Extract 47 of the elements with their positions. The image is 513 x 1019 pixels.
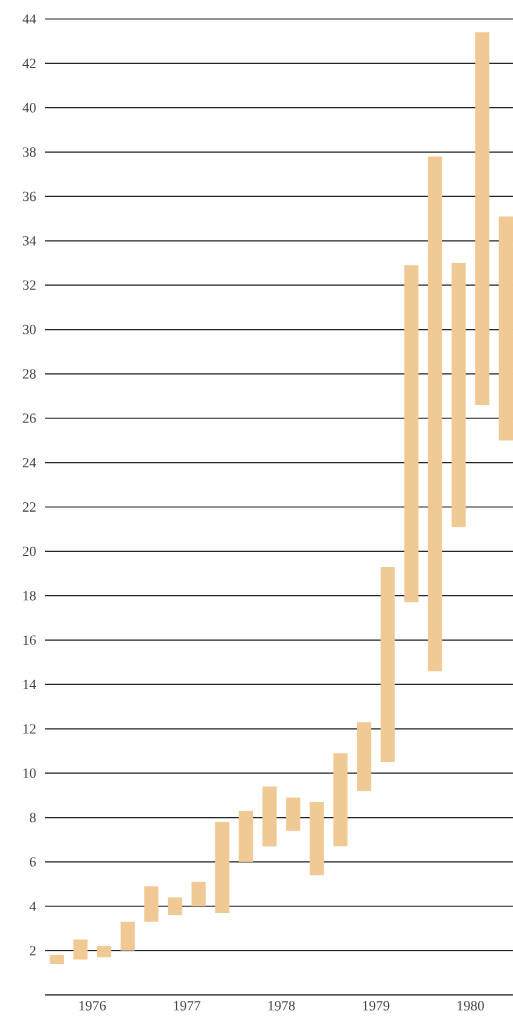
bar [73,939,88,960]
y-tick-label: 28 [22,369,36,379]
y-tick-label: 40 [22,103,36,113]
y-tick-label: 18 [23,591,36,601]
y-tick-label: 8 [29,812,36,823]
bar [49,955,64,964]
y-tick-label: 30 [22,324,36,335]
y-tick-label: 20 [22,546,36,557]
bar [286,797,301,831]
bar [215,821,230,913]
bar [191,881,206,907]
y-tick-label: 36 [22,191,36,202]
y-tick-label: 34 [22,236,37,246]
y-tick-label: 44 [22,14,37,24]
bar [475,32,490,405]
y-tick-label: 6 [29,857,36,867]
bar [427,156,443,672]
y-tick-label: 26 [22,413,36,423]
y-tick-label: 12 [23,724,36,734]
bar [120,921,135,951]
bar [97,946,112,958]
y-tick-label: 32 [22,280,36,290]
bar [380,566,395,763]
bar [498,216,513,441]
bar [309,802,324,876]
x-tick-label: 1979 [363,1001,390,1011]
x-tick-label: 1976 [79,1001,106,1011]
bar [451,262,466,527]
y-tick-label: 2 [29,945,36,956]
y-tick-label: 42 [22,58,36,68]
y-tick-label: 22 [22,502,36,512]
y-tick-label: 24 [22,458,37,468]
bar [333,753,348,847]
x-tick-label: 1977 [174,1001,201,1011]
bar [238,810,253,862]
bar [357,722,372,791]
bar [144,886,159,922]
bar [167,897,183,916]
x-tick-label: 1980 [457,1001,484,1011]
y-tick-label: 16 [23,635,36,645]
y-tick-label: 38 [22,147,36,157]
bar [262,786,277,847]
y-tick-label: 14 [23,679,37,690]
x-tick-label: 1978 [268,1001,295,1011]
bar [404,265,419,603]
y-tick-label: 10 [23,768,36,778]
y-tick-label: 4 [29,901,37,911]
